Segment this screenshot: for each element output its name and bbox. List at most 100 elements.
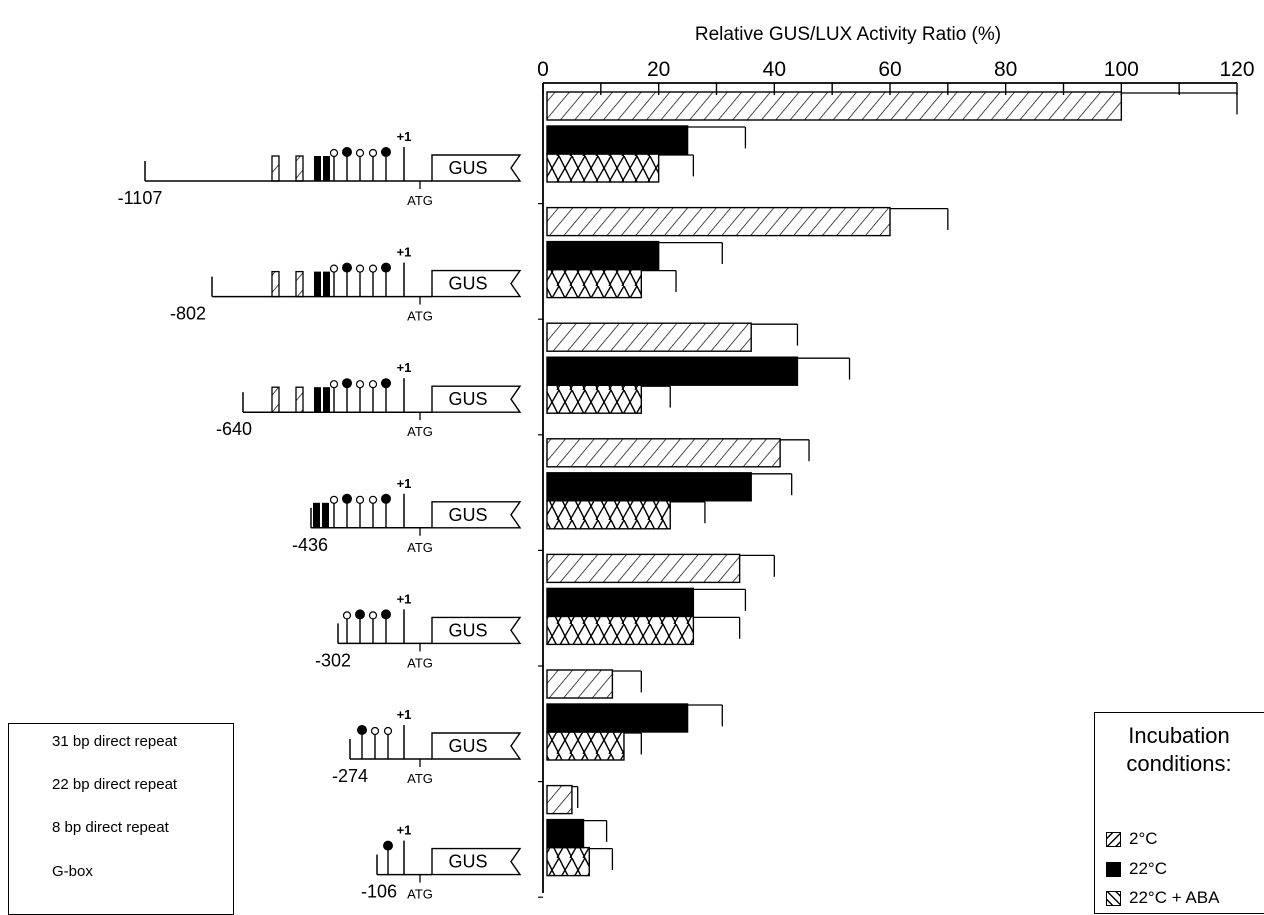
gus-gene-box [431,269,522,298]
gus-label: GUS [448,158,487,178]
legend-label-31bp: 31 bp direct repeat [52,733,178,750]
condition-label-22c: 22°C [1129,859,1167,878]
x-tick-label: 120 [1219,58,1254,81]
repeat-8bp-head [342,611,352,620]
gbox-head [355,609,365,620]
bar [546,356,799,386]
gus-gene-box [431,847,522,876]
gbox-head [342,262,352,273]
repeat-31bp [295,270,304,298]
bar [546,153,660,183]
condition-item-2c: 2°C [1106,829,1158,849]
tss-label: +1 [397,476,412,491]
condition-label-2c: 2°C [1129,829,1158,848]
repeat-31bp [295,386,304,413]
repeat-8bp-head [370,726,380,736]
construct-label: -1107 [118,188,163,208]
gus-label: GUS [448,736,487,756]
conditions-legend [1094,712,1264,914]
gbox-head [342,378,352,389]
atg-label: ATG [407,771,433,786]
bar [546,669,614,699]
gbox-head [357,725,367,735]
gus-label: GUS [448,852,487,872]
element-legend [8,723,234,915]
condition-item-22c: 22°C [1106,859,1167,879]
bar [546,784,573,815]
bar [546,472,752,502]
atg-label: ATG [407,540,433,555]
gus-gene-box [431,732,522,760]
legend-item-31bp: 31 bp direct repeat [52,733,177,750]
legend-item-gbox: G-box [52,863,93,880]
bar [546,553,741,584]
conditions-title-line1: Incubation [1128,723,1230,748]
swatch-hatched [1106,831,1121,847]
repeat-22bp [314,271,321,297]
repeat-8bp-head [329,264,339,273]
repeat-22bp [323,271,330,297]
repeat-8bp-head [355,380,365,389]
construct-label: -436 [292,535,328,555]
condition-item-22c-aba: 22°C + ABA [1106,888,1219,908]
tss-label: +1 [397,129,412,144]
gus-gene-box [431,154,522,182]
repeat-8bp-head [383,726,393,736]
x-tick-label: 60 [878,58,901,81]
conditions-title-line2: conditions: [1126,751,1232,776]
construct-label: -274 [332,766,368,786]
gbox-head [381,378,391,389]
repeat-22bp [322,502,329,528]
repeat-31bp [271,386,280,413]
repeat-8bp-head [355,148,365,158]
bar [546,587,695,618]
gus-label: GUS [448,274,487,294]
construct-label: -640 [216,419,252,439]
repeat-22bp [314,156,321,181]
repeat-8bp-head [368,495,378,504]
bar [546,91,1123,121]
repeat-8bp-head [368,611,378,620]
legend-item-22bp: 22 bp direct repeat [52,776,177,793]
bar [546,384,643,414]
x-tick-label: 40 [763,58,786,81]
tss-label: +1 [397,360,412,375]
tss-label: +1 [397,591,412,606]
legend-label-gbox: G-box [52,863,93,880]
tss-label: +1 [397,823,412,838]
atg-label: ATG [407,424,433,439]
construct-label: -802 [170,304,206,324]
condition-label-22c-aba: 22°C + ABA [1129,888,1220,907]
gus-label: GUS [448,620,487,640]
repeat-22bp [313,502,320,528]
repeat-31bp [271,155,280,182]
legend-label-8bp: 8 bp direct repeat [52,819,169,836]
bar [546,206,891,237]
repeat-8bp-head [329,148,339,158]
bar [546,846,590,877]
promoter-constructs: -1107 +1 ATG GUS -802 +1 ATG GUS -640 +1 ATG GUS -43… [118,129,522,902]
gus-label: GUS [448,389,487,409]
bar [546,438,781,468]
gbox-head [383,840,393,851]
repeat-8bp-head [329,495,339,504]
repeat-8bp-head [355,264,365,273]
bar [546,125,689,155]
bar [546,615,695,646]
atg-label: ATG [407,655,433,670]
gbox-head [342,147,352,157]
repeat-8bp-head [368,148,378,158]
repeat-8bp-head [355,495,365,504]
x-tick-label: 20 [647,58,670,81]
bars [538,91,1238,898]
construct-label: -106 [361,882,397,902]
gbox-head [381,609,391,620]
gus-gene-box [431,501,522,529]
atg-label: ATG [407,309,433,324]
bar [546,268,643,299]
bar [546,500,671,530]
construct-label: -302 [315,650,351,670]
gbox-head [342,493,352,504]
tss-label: +1 [397,707,412,722]
bar [546,703,689,733]
